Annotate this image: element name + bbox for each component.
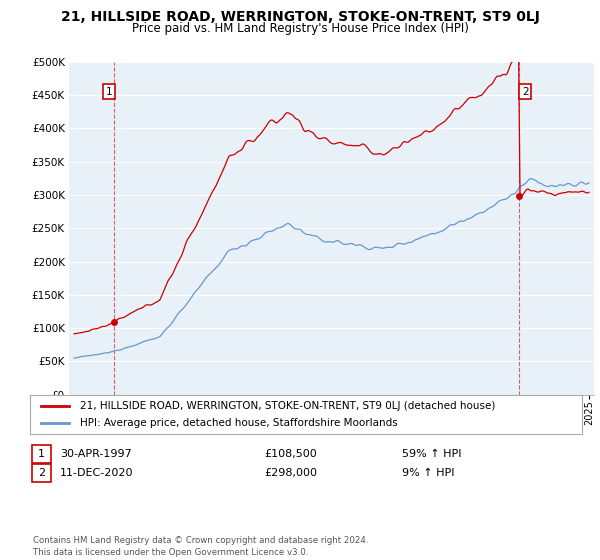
Text: Contains HM Land Registry data © Crown copyright and database right 2024.
This d: Contains HM Land Registry data © Crown c…: [33, 536, 368, 557]
Text: 1: 1: [106, 87, 112, 96]
Text: 11-DEC-2020: 11-DEC-2020: [60, 468, 133, 478]
Text: 2: 2: [522, 87, 529, 96]
Text: 2: 2: [38, 468, 45, 478]
Text: 30-APR-1997: 30-APR-1997: [60, 449, 132, 459]
Text: £108,500: £108,500: [264, 449, 317, 459]
Text: 9% ↑ HPI: 9% ↑ HPI: [402, 468, 455, 478]
Text: 21, HILLSIDE ROAD, WERRINGTON, STOKE-ON-TRENT, ST9 0LJ (detached house): 21, HILLSIDE ROAD, WERRINGTON, STOKE-ON-…: [80, 401, 495, 411]
Text: HPI: Average price, detached house, Staffordshire Moorlands: HPI: Average price, detached house, Staf…: [80, 418, 397, 428]
Text: 1: 1: [38, 449, 45, 459]
Text: £298,000: £298,000: [264, 468, 317, 478]
Text: 21, HILLSIDE ROAD, WERRINGTON, STOKE-ON-TRENT, ST9 0LJ: 21, HILLSIDE ROAD, WERRINGTON, STOKE-ON-…: [61, 10, 539, 24]
Text: Price paid vs. HM Land Registry's House Price Index (HPI): Price paid vs. HM Land Registry's House …: [131, 22, 469, 35]
Text: 59% ↑ HPI: 59% ↑ HPI: [402, 449, 461, 459]
